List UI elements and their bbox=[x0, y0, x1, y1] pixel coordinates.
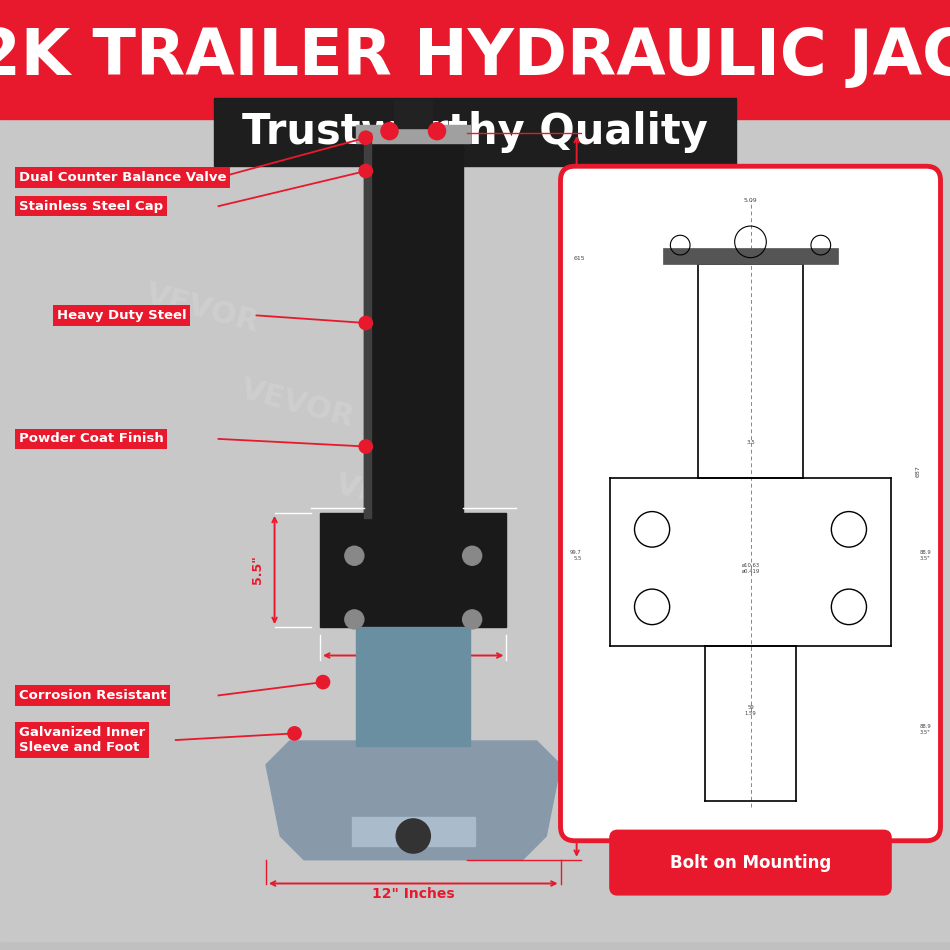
Text: 687: 687 bbox=[916, 466, 921, 477]
Bar bbox=[394, 100, 432, 128]
FancyBboxPatch shape bbox=[610, 830, 891, 895]
Text: 6.5": 6.5" bbox=[399, 659, 428, 673]
Text: 88.9
3.5": 88.9 3.5" bbox=[920, 724, 931, 735]
Text: Stainless Steel Cap: Stainless Steel Cap bbox=[19, 200, 163, 213]
Circle shape bbox=[359, 131, 372, 144]
Circle shape bbox=[359, 440, 372, 453]
Bar bbox=[0, 0, 950, 119]
Circle shape bbox=[316, 675, 330, 689]
Bar bbox=[356, 627, 470, 746]
Polygon shape bbox=[266, 741, 560, 860]
Bar bbox=[356, 125, 470, 142]
Bar bbox=[663, 248, 838, 264]
Bar bbox=[352, 817, 475, 846]
Text: 12" Inches: 12" Inches bbox=[372, 886, 454, 901]
Text: VEVOR: VEVOR bbox=[142, 280, 263, 338]
Text: Powder Coat Finish: Powder Coat Finish bbox=[19, 432, 163, 446]
Text: 3.5: 3.5 bbox=[746, 441, 755, 446]
Text: 615: 615 bbox=[574, 256, 585, 260]
Text: 5.09: 5.09 bbox=[744, 199, 757, 203]
Text: Bolt on Mounting: Bolt on Mounting bbox=[670, 854, 831, 871]
Circle shape bbox=[359, 316, 372, 330]
Text: 30.75" Inches: 30.75" Inches bbox=[589, 432, 606, 560]
Text: ø10.63
ø0.419: ø10.63 ø0.419 bbox=[741, 562, 760, 574]
Text: Heavy Duty Steel: Heavy Duty Steel bbox=[57, 309, 186, 322]
Circle shape bbox=[359, 164, 372, 178]
Text: Galvanized Inner
Sleeve and Foot: Galvanized Inner Sleeve and Foot bbox=[19, 726, 145, 754]
Text: 59
1.59: 59 1.59 bbox=[745, 705, 756, 715]
Circle shape bbox=[345, 546, 364, 565]
Text: 5.5": 5.5" bbox=[399, 484, 428, 497]
Circle shape bbox=[463, 610, 482, 629]
Circle shape bbox=[381, 123, 398, 140]
Text: 3.5": 3.5" bbox=[442, 556, 455, 584]
Circle shape bbox=[463, 546, 482, 565]
Text: 99.7
5.5: 99.7 5.5 bbox=[570, 550, 581, 560]
Bar bbox=[364, 133, 463, 518]
Circle shape bbox=[396, 819, 430, 853]
Text: Trustworthy Quality: Trustworthy Quality bbox=[242, 111, 708, 153]
Text: 88.9
3.5": 88.9 3.5" bbox=[920, 550, 931, 560]
Text: 5.5": 5.5" bbox=[251, 556, 264, 584]
Bar bbox=[320, 513, 506, 627]
Circle shape bbox=[345, 610, 364, 629]
Bar bbox=[214, 98, 736, 166]
Circle shape bbox=[428, 123, 446, 140]
Text: VEVOR: VEVOR bbox=[332, 470, 453, 528]
Text: Dual Counter Balance Valve: Dual Counter Balance Valve bbox=[19, 171, 226, 184]
Bar bbox=[0, 104, 950, 940]
FancyBboxPatch shape bbox=[560, 166, 940, 841]
Text: 12K TRAILER HYDRAULIC JACK: 12K TRAILER HYDRAULIC JACK bbox=[0, 26, 950, 88]
Bar bbox=[364, 133, 371, 518]
Text: Corrosion Resistant: Corrosion Resistant bbox=[19, 689, 166, 702]
Circle shape bbox=[288, 727, 301, 740]
Text: VEVOR: VEVOR bbox=[238, 375, 358, 433]
